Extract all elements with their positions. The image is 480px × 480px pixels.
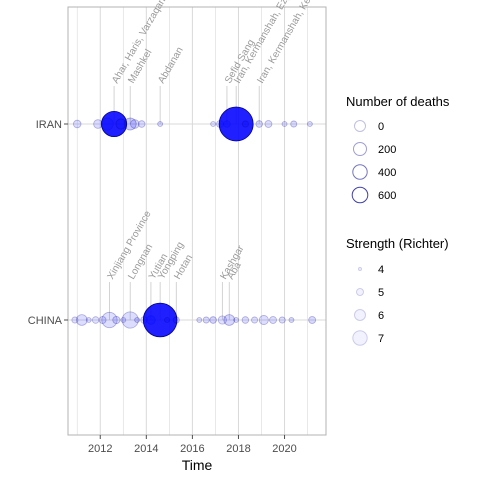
legend-deaths-label: 0 <box>378 121 384 133</box>
x-axis: 2012 2014 2016 2018 2020 <box>88 435 297 455</box>
legend-strength-label: 6 <box>378 310 384 322</box>
data-point-iran <box>281 121 288 127</box>
data-point-china <box>258 315 269 325</box>
legend-strength-label: 4 <box>378 264 384 276</box>
data-point-china <box>202 316 210 324</box>
data-point-china <box>101 311 118 329</box>
data-point-china <box>98 316 107 324</box>
x-tick-label: 2016 <box>180 443 204 455</box>
data-point-china <box>241 316 250 324</box>
data-point-china <box>269 316 277 324</box>
legend-deaths-label: 600 <box>378 190 396 202</box>
grid-lines <box>68 7 326 435</box>
legend-strength-title: Strength (Richter) <box>346 236 449 251</box>
legend-strength-key <box>354 309 366 321</box>
legend: Number of deaths 0 200 400 600 Strength (Rich… <box>346 94 450 346</box>
data-point-china <box>308 316 317 324</box>
x-axis-title: Time <box>182 457 213 473</box>
x-tick-label: 2018 <box>226 443 250 455</box>
data-point-china <box>120 317 127 323</box>
legend-deaths-key <box>351 186 369 204</box>
data-point-china <box>172 316 180 324</box>
data-point-iran <box>101 110 128 138</box>
data-point-china <box>251 316 259 324</box>
y-axis: IRAN CHINA <box>28 119 68 327</box>
data-point-iran <box>241 120 249 128</box>
data-point-iran <box>130 119 140 129</box>
legend-strength-label: 5 <box>378 287 384 299</box>
data-point-china <box>112 315 121 325</box>
data-point-china <box>233 317 240 323</box>
data-point-iran <box>290 120 298 128</box>
legend-deaths-label: 200 <box>378 144 396 156</box>
legend-deaths-key <box>354 120 366 132</box>
data-point-iran <box>73 119 82 129</box>
legend-deaths-key <box>353 142 367 156</box>
x-tick-label: 2014 <box>134 443 158 455</box>
data-point-china <box>196 317 203 323</box>
data-point-iran <box>137 120 146 128</box>
data-point-china <box>223 314 236 326</box>
data-point-iran <box>115 118 127 130</box>
x-tick-label: 2020 <box>272 443 296 455</box>
legend-deaths-title: Number of deaths <box>346 94 450 109</box>
data-point-iran <box>123 117 137 131</box>
data-point-iran <box>218 106 254 142</box>
data-point-iran <box>255 120 263 128</box>
data-point-china <box>164 317 170 323</box>
data-point-iran <box>157 121 164 127</box>
data-point-iran <box>264 120 273 128</box>
legend-strength-key <box>352 330 368 346</box>
data-point-china <box>85 317 92 323</box>
data-point-china <box>142 302 178 338</box>
points-layer <box>71 106 317 338</box>
legend-deaths-key <box>352 164 368 180</box>
legend-strength-key <box>358 267 362 271</box>
data-point-china <box>209 316 217 324</box>
legend-strength-key <box>356 288 364 296</box>
annotation-label: Iran, Kermanshah, Kermanshah <box>255 0 335 85</box>
data-point-china <box>121 311 139 329</box>
annotation-label: Abdanan <box>156 45 186 85</box>
data-point-china <box>278 316 286 324</box>
data-point-china <box>91 316 100 324</box>
legend-strength-label: 7 <box>378 333 384 345</box>
legend-deaths-label: 400 <box>378 167 396 179</box>
data-point-china <box>76 314 88 326</box>
data-point-china <box>134 317 141 323</box>
data-point-iran <box>210 121 217 127</box>
panel-border <box>67 6 327 436</box>
data-point-china <box>71 316 79 324</box>
x-tick-label: 2012 <box>88 443 112 455</box>
data-point-china <box>288 317 295 323</box>
data-point-china <box>217 315 227 325</box>
data-point-iran <box>306 121 313 127</box>
y-tick-label-iran: IRAN <box>36 119 62 131</box>
y-tick-label-china: CHINA <box>28 315 63 327</box>
